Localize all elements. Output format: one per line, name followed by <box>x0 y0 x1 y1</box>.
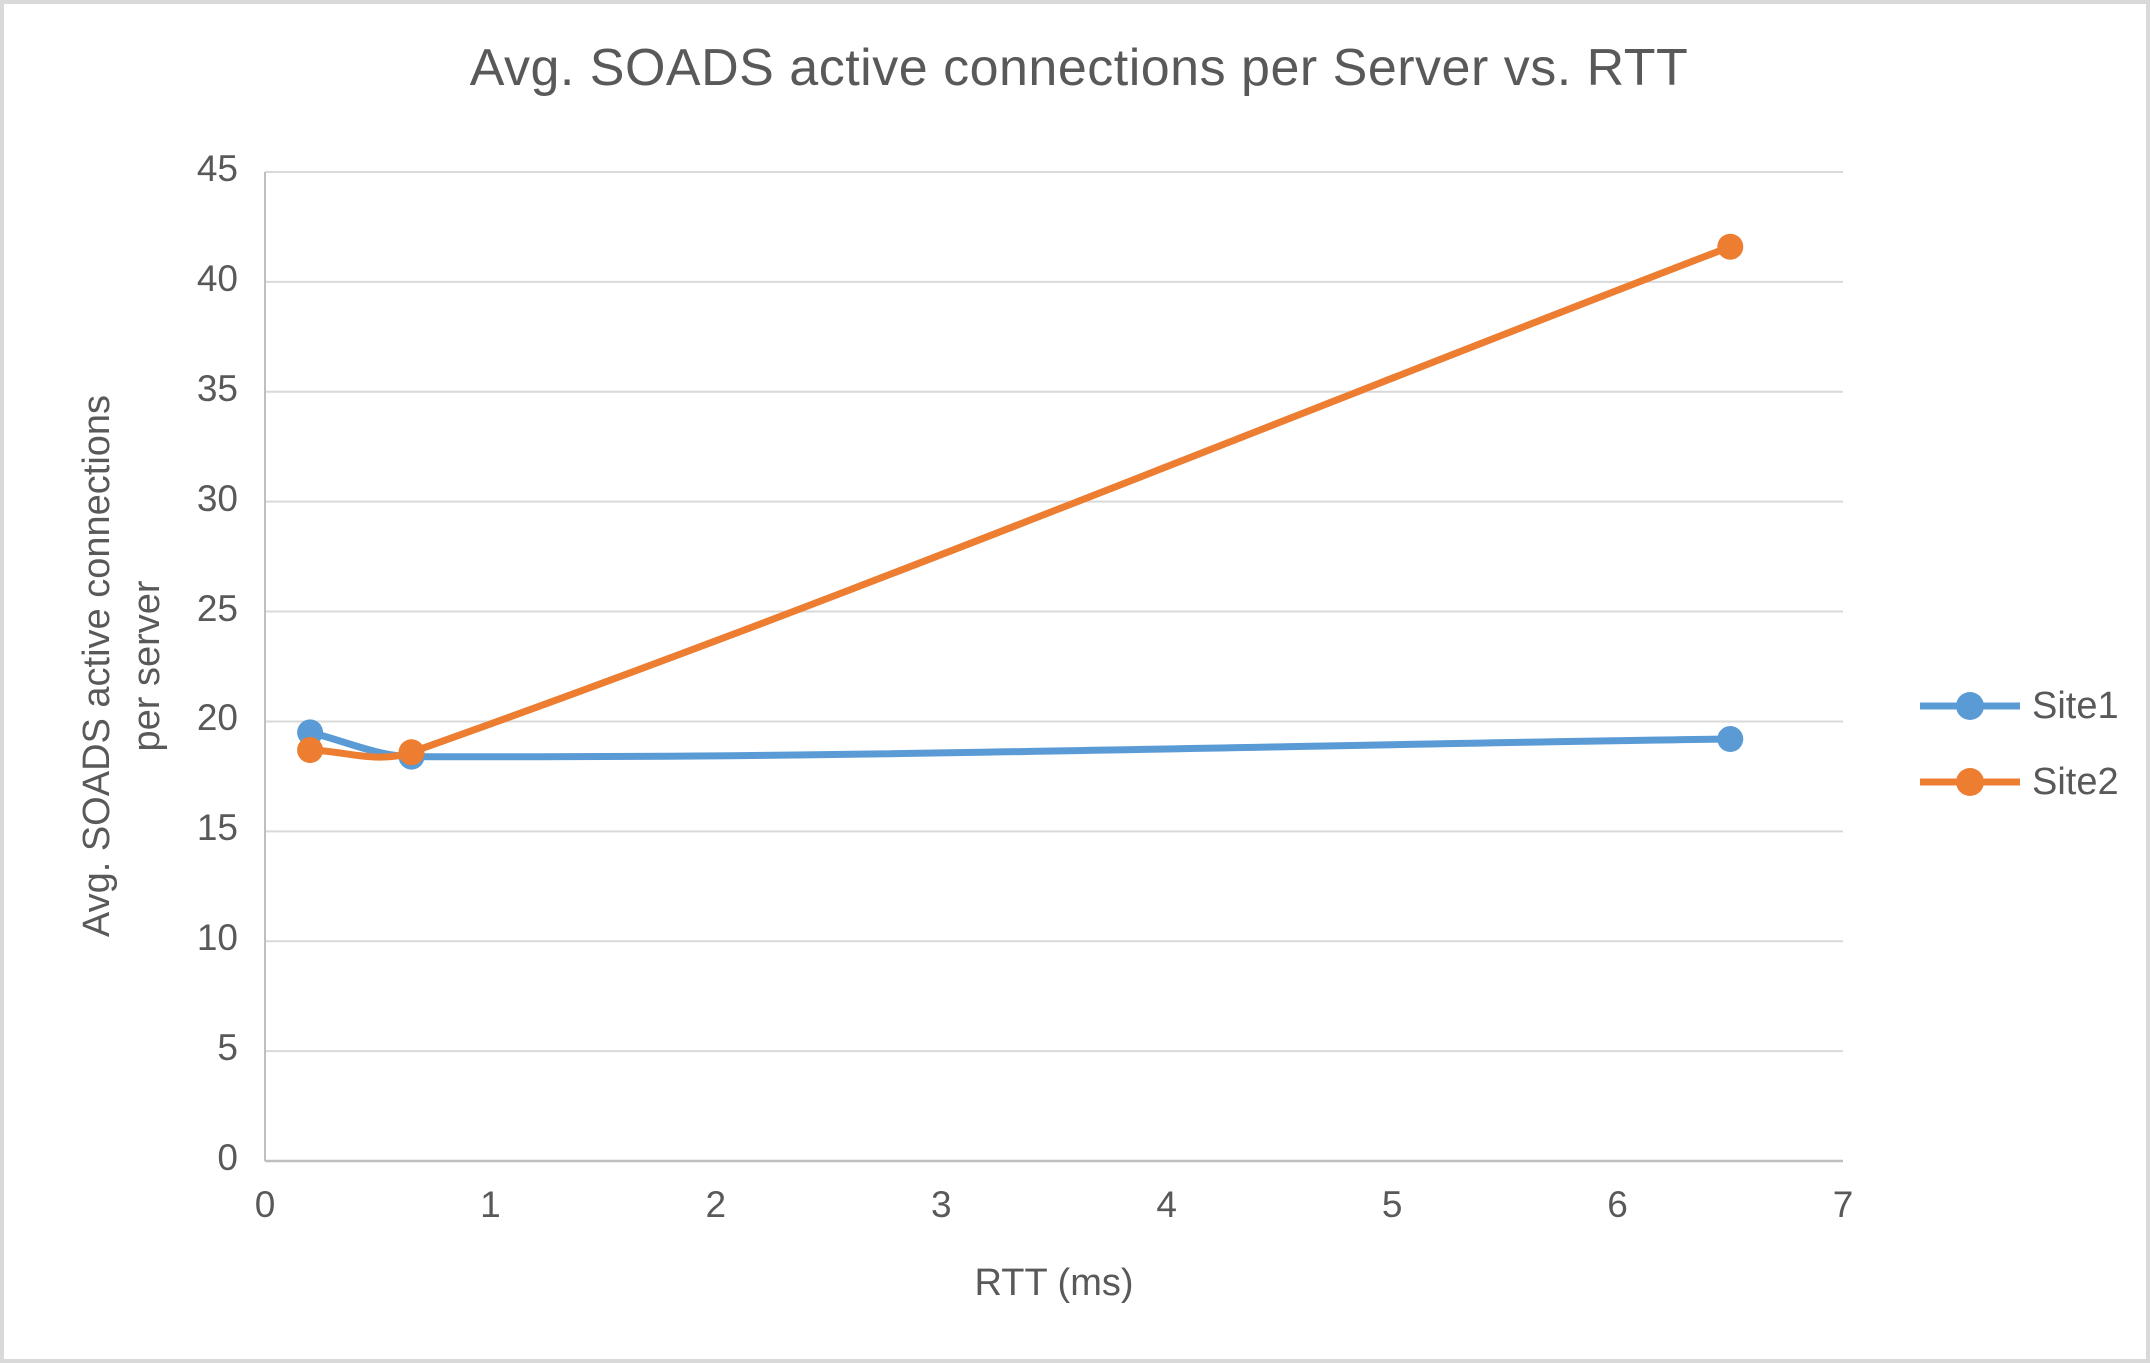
x-tick-label: 6 <box>1607 1184 1628 1225</box>
legend-item-site2: Site2 <box>1920 744 2119 820</box>
y-tick-label: 15 <box>196 807 238 849</box>
x-tick-label: 3 <box>930 1184 952 1225</box>
y-tick-label: 0 <box>217 1137 238 1178</box>
legend-marker-icon <box>1920 768 2020 796</box>
y-axis-title-line2: per server <box>126 580 168 752</box>
y-tick-label: 20 <box>196 697 238 739</box>
data-point-marker-site2 <box>297 737 324 764</box>
x-tick-label: 7 <box>1832 1184 1854 1225</box>
y-axis-title-line1: Avg. SOADS active connections <box>76 394 118 938</box>
legend-item-site1: Site1 <box>1920 668 2119 744</box>
y-tick-label: 35 <box>196 367 238 409</box>
series-line-site1 <box>306 728 1734 761</box>
x-tick-label: 1 <box>480 1184 501 1225</box>
legend: Site1 Site2 <box>1920 668 2119 820</box>
plot-area <box>264 171 1843 1163</box>
x-tick-label: 5 <box>1381 1184 1403 1225</box>
x-tick-label: 0 <box>254 1184 276 1225</box>
y-tick-label: 40 <box>196 257 238 299</box>
y-tick-label: 25 <box>196 587 238 629</box>
y-tick-label: 45 <box>196 148 238 189</box>
legend-marker-icon <box>1920 692 2020 720</box>
y-tick-label: 5 <box>217 1027 238 1069</box>
data-point-marker-site2 <box>398 739 425 766</box>
legend-label: Site2 <box>2032 760 2119 803</box>
series-line-site2 <box>306 243 1734 761</box>
y-tick-label: 30 <box>196 477 238 519</box>
x-tick-label: 4 <box>1156 1184 1177 1225</box>
data-point-marker-site1 <box>1717 726 1744 753</box>
data-point-marker-site2 <box>1717 233 1744 260</box>
x-axis-title: RTT (ms) <box>974 1262 1134 1304</box>
y-axis-title: Avg. SOADS active connections per server <box>72 116 176 1216</box>
y-tick-label: 10 <box>196 917 238 959</box>
chart-title: Avg. SOADS active connections per Server… <box>469 39 1689 97</box>
legend-label: Site1 <box>2032 684 2119 727</box>
x-tick-label: 2 <box>705 1184 727 1225</box>
